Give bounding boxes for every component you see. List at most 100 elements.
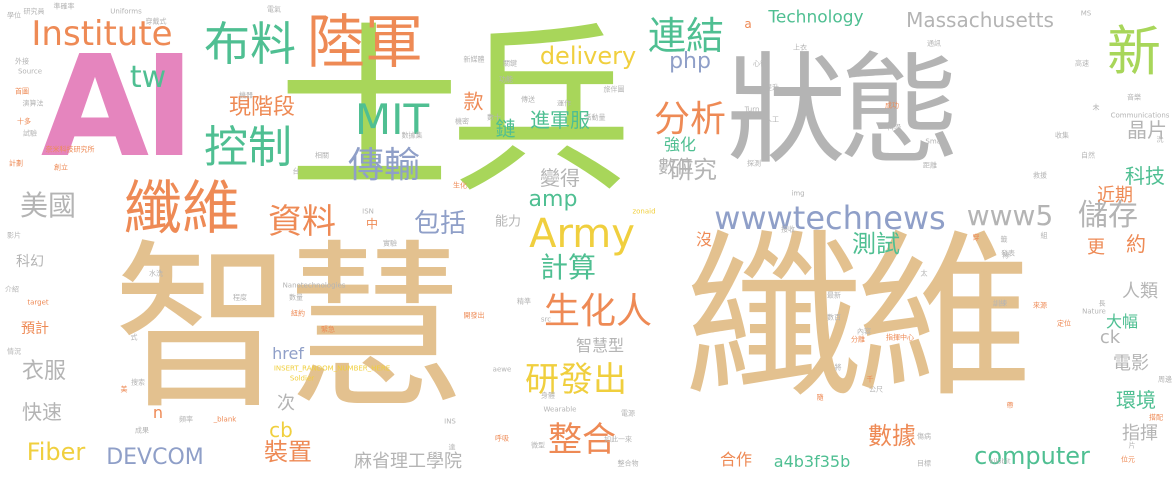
cloud-word: 千 (866, 375, 874, 384)
cloud-word: Communications (1110, 111, 1170, 120)
cloud-word: 關鍵 (503, 59, 517, 68)
cloud-word: 公尺 (869, 385, 883, 394)
cloud-word: 美 (120, 385, 128, 394)
cloud-word: 位元 (1121, 455, 1135, 464)
cloud-word: 式 (130, 333, 138, 342)
cloud-word: MIT (354, 95, 430, 144)
cloud-word: 晶片 (1127, 118, 1167, 142)
cloud-word: 布料 (204, 17, 296, 71)
cloud-word: 研究 (669, 156, 717, 184)
cloud-word: 運作 (557, 99, 571, 108)
cloud-word: Technology (768, 7, 864, 28)
cloud-word: Nanotechnologies (282, 281, 346, 290)
cloud-word: 學位 (7, 11, 21, 20)
cloud-word: 影片 (7, 231, 21, 240)
cloud-word: Source (17, 67, 43, 76)
cloud-word: 計算 (539, 251, 597, 284)
cloud-word: Army (529, 211, 635, 257)
cloud-word: 數十 (487, 113, 501, 122)
cloud-word: 連結 (647, 14, 725, 58)
cloud-word: 提升 (765, 83, 779, 92)
cloud-word: 快速 (22, 400, 62, 424)
cloud-word: delivery (539, 42, 637, 70)
cloud-word: 洗 (1156, 135, 1164, 144)
cloud-word: 實驗 (383, 239, 397, 248)
cloud-word: Massachusetts (906, 8, 1054, 32)
cloud-word: 試驗 (23, 129, 37, 138)
cloud-word: amp (528, 187, 578, 212)
cloud-word: 數量 (289, 293, 303, 302)
cloud-word: tw (129, 60, 167, 95)
cloud-word: 緊急 (321, 325, 335, 334)
cloud-word: 微型 (531, 441, 545, 450)
cloud-word: 隊 (1002, 251, 1010, 260)
cloud-word: 科技 (1125, 164, 1165, 188)
cloud-word: target (27, 298, 49, 307)
cloud-word: 外接 (15, 57, 29, 66)
cloud-word: 如此一來 (604, 435, 632, 444)
cloud-word: 接收 (781, 225, 795, 234)
cloud-word: zonaid (632, 207, 656, 216)
cloud-word: 傳送 (521, 95, 535, 104)
cloud-word: 數百 (827, 313, 841, 322)
cloud-word: 指揮 (1122, 423, 1158, 444)
cloud-word: Uniforms (110, 7, 142, 16)
cloud-word: 通訊 (927, 39, 941, 48)
cloud-word: 次 (277, 393, 295, 414)
cloud-word: 傷病 (917, 432, 931, 441)
cloud-word: 指揮中心 (886, 333, 914, 342)
cloud-word: 數據集 (401, 131, 423, 140)
cloud-word: 搜索 (131, 378, 145, 387)
cloud-word: 機器 (239, 91, 253, 100)
cloud-word: 數位 (658, 157, 694, 178)
cloud-word: 進軍服 (530, 108, 590, 132)
cloud-word: 纖維 (123, 174, 241, 242)
cloud-word: img (791, 189, 805, 198)
cloud-word: 程度 (233, 293, 247, 302)
cloud-word: 預計 (21, 321, 49, 337)
cloud-word: 達 (448, 443, 456, 452)
cloud-word: src (540, 315, 552, 324)
cloud-word: 探測 (747, 159, 761, 168)
cloud-word: aewe (492, 365, 512, 374)
cloud-word: 分析 (653, 99, 727, 140)
cloud-word: 傳輸 (347, 145, 421, 186)
cloud-word: 將 (834, 363, 842, 372)
cloud-word: 電影 (1113, 353, 1149, 374)
cloud-word: 首圖 (15, 87, 29, 96)
cloud-word: 定位 (1057, 319, 1071, 328)
cloud-word: 穿戴式 (145, 17, 167, 26)
cloud-word: 開發出 (463, 311, 485, 320)
cloud-word: www5 (966, 199, 1054, 232)
cloud-word: 控制 (204, 122, 292, 173)
cloud-word: 陸軍 (306, 8, 424, 76)
cloud-word: 準確率 (53, 2, 75, 11)
cloud-word: 內容 (857, 327, 871, 336)
cloud-word: computer (974, 442, 1090, 470)
cloud-word: Institute (31, 14, 173, 54)
cloud-word: 儲存 (1078, 198, 1138, 233)
cloud-word: kilobit (989, 457, 1011, 466)
cloud-word: 智慧型 (575, 336, 625, 355)
cloud-word: ISN (362, 207, 374, 216)
cloud-word: 生化 (453, 181, 467, 190)
cloud-word: 救援 (1033, 171, 1047, 180)
cloud-word: 搭配 (1149, 413, 1163, 422)
cloud-word: 組 (1040, 231, 1048, 240)
cloud-word: 強化 (663, 135, 697, 154)
cloud-word: 太 (920, 269, 928, 278)
cloud-word: 片 (1128, 441, 1136, 450)
cloud-word: Nature (1082, 307, 1106, 316)
cloud-word: 相關 (315, 151, 329, 160)
cloud-word: 士兵 (278, 6, 632, 218)
cloud-word: 電氣 (267, 5, 281, 14)
cloud-word: 發表 (1001, 249, 1015, 258)
cloud-word: 情況 (7, 347, 21, 356)
cloud-word: 頻率 (179, 415, 193, 424)
cloud-word: 裝置 (264, 438, 312, 466)
cloud-word: ck (1099, 327, 1121, 348)
cloud-word: 中 (365, 217, 379, 231)
cloud-word: _blank (213, 415, 237, 424)
cloud-word: 紐約 (291, 309, 305, 318)
cloud-word: 包括 (413, 209, 467, 239)
